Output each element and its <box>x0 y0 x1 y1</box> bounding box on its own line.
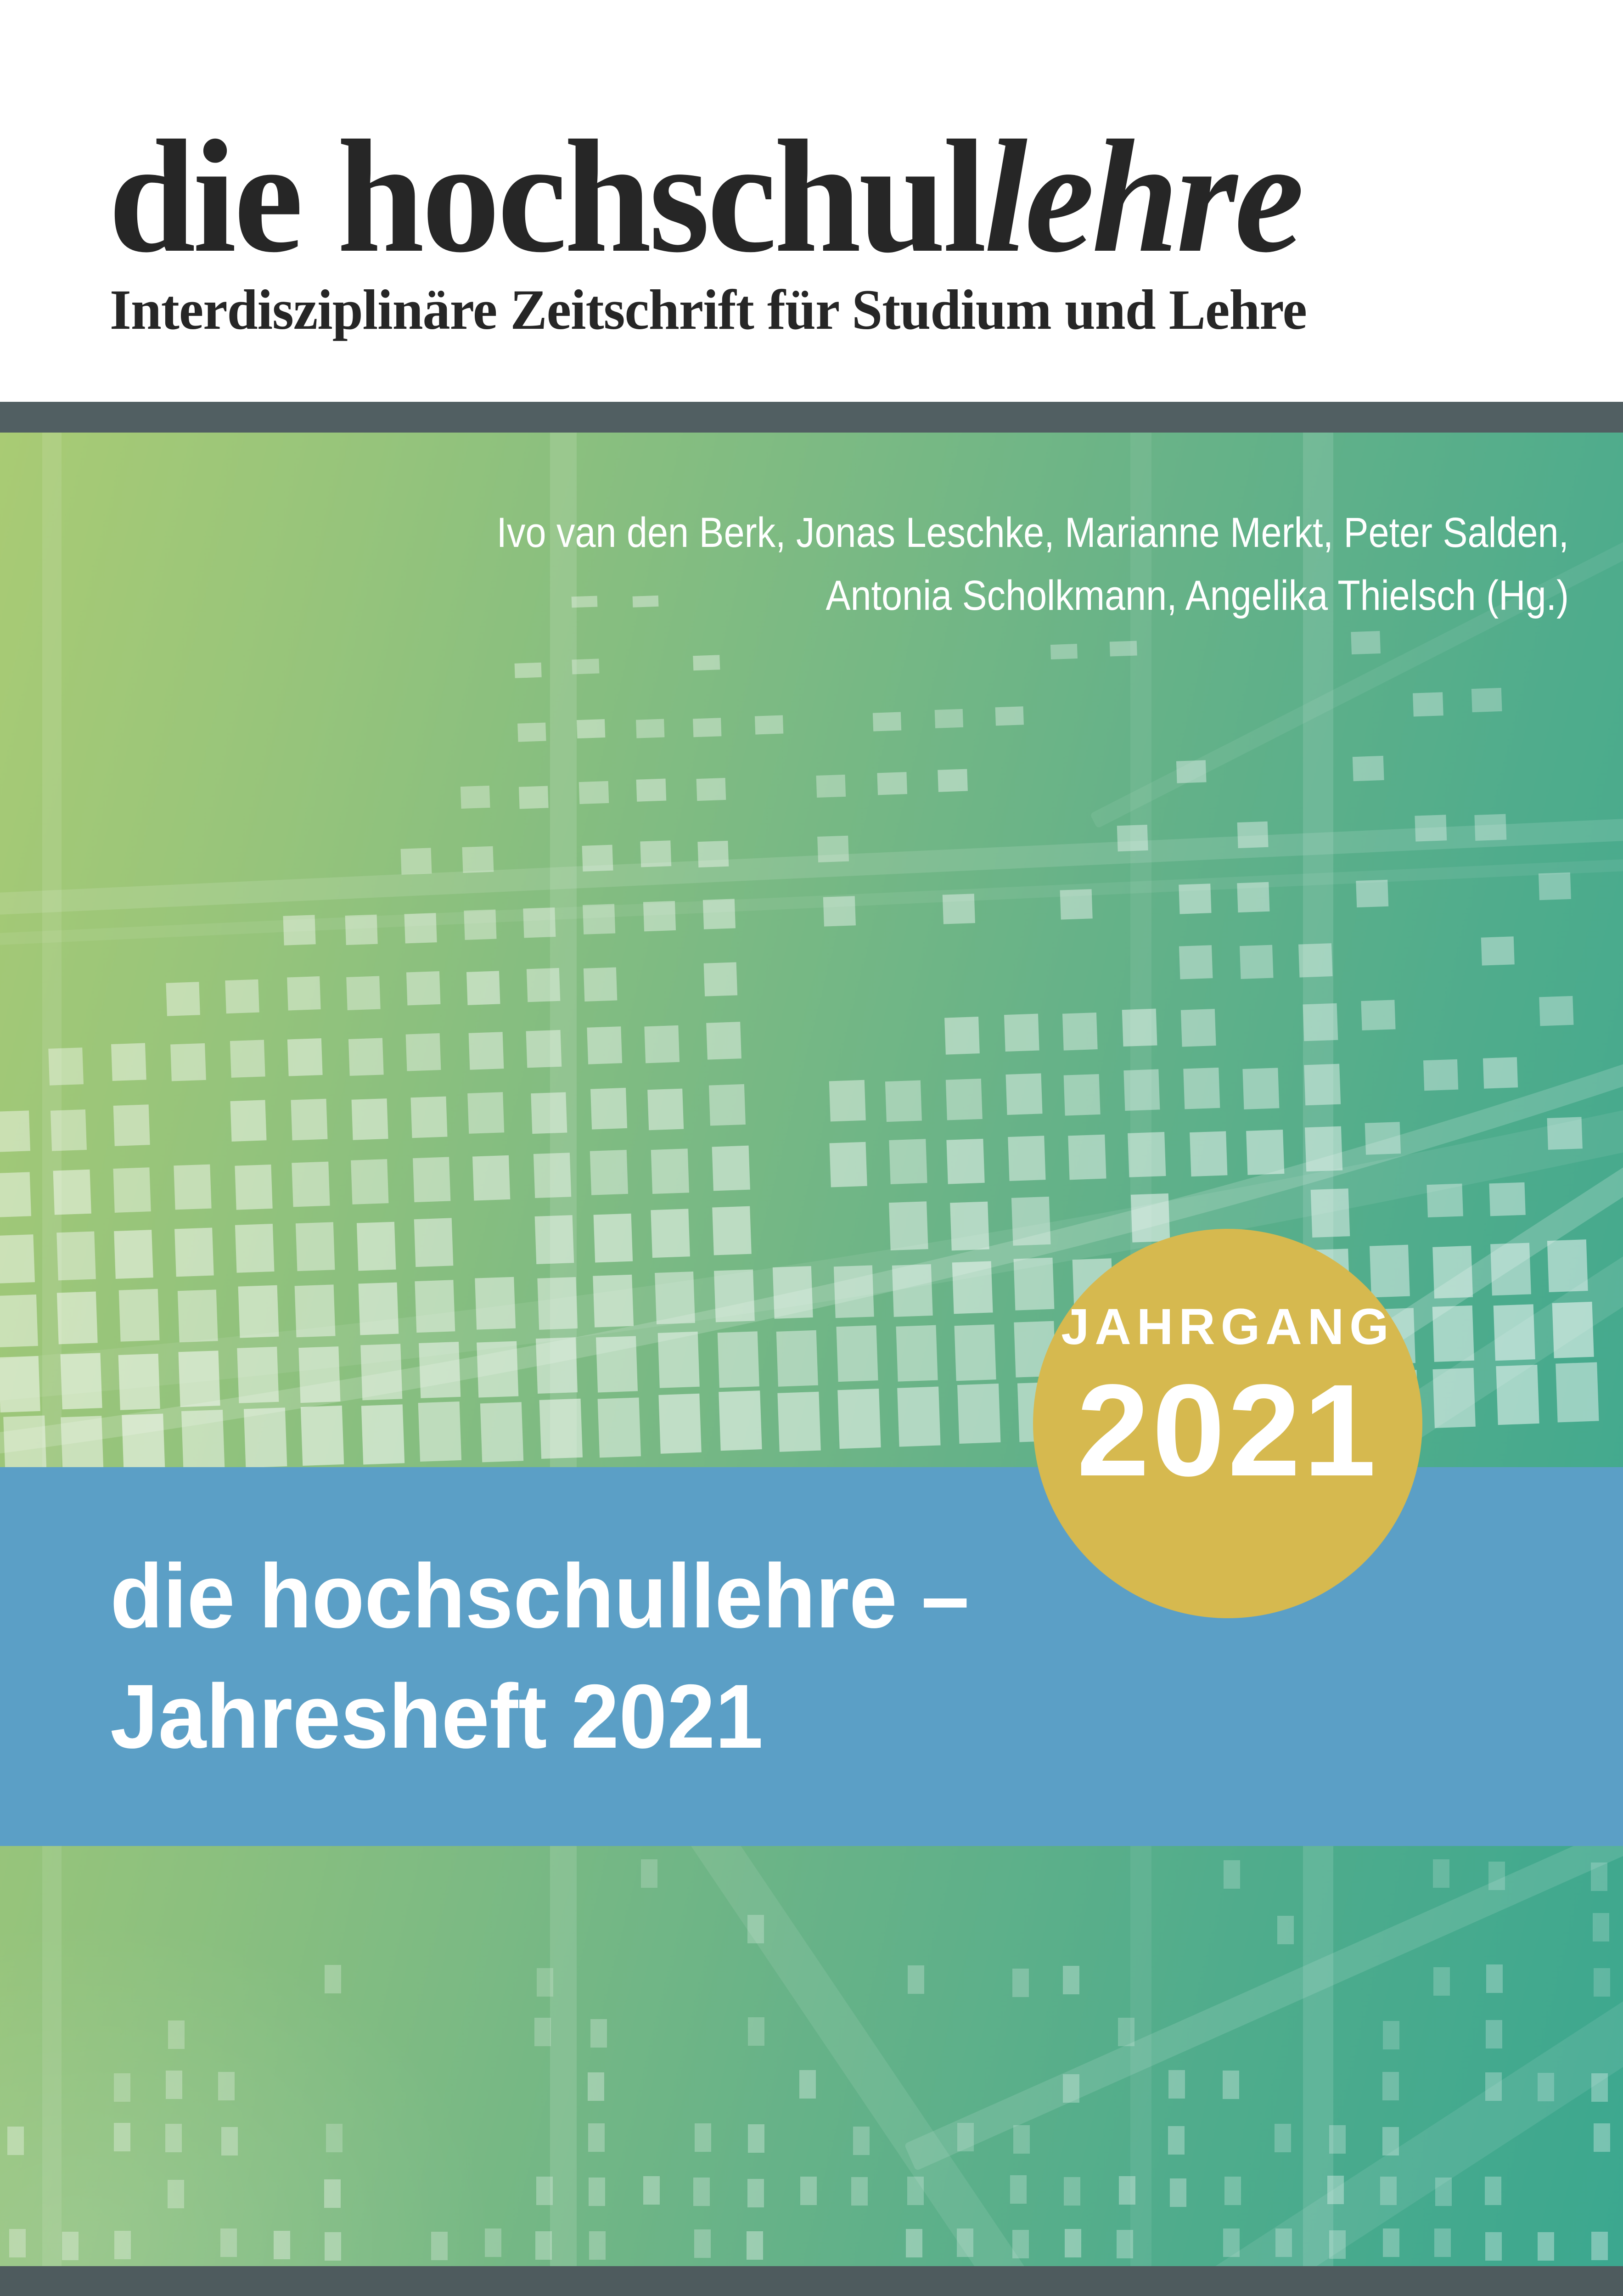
masthead: die hochschullehre Interdisziplinäre Zei… <box>0 0 1623 402</box>
jahrgang-badge: JAHRGANG 2021 <box>1033 1229 1422 1618</box>
badge-label: JAHRGANG <box>1061 1299 1394 1355</box>
journal-subtitle: Interdisziplinäre Zeitschrift für Studiu… <box>110 278 1307 341</box>
band-title-line-2: Jahresheft 2021 <box>110 1666 764 1767</box>
footer-bar <box>0 2266 1623 2296</box>
editors-line-1: Ivo van den Berk, Jonas Leschke, Mariann… <box>496 509 1569 556</box>
journal-title-main: die hochschul <box>108 107 987 286</box>
editors-line-2: Antonia Scholkmann, Angelika Thielsch (H… <box>826 572 1569 619</box>
divider-bar <box>0 402 1623 433</box>
band-title-line-1: die hochschullehre – <box>110 1545 970 1647</box>
badge-year: 2021 <box>1076 1357 1379 1503</box>
journal-title-italic: lehre <box>984 107 1304 286</box>
journal-title: die hochschullehre <box>108 116 1304 277</box>
editors-list: Ivo van den Berk, Jonas Leschke, Mariann… <box>496 501 1569 627</box>
band-title: die hochschullehre – Jahresheft 2021 <box>110 1536 969 1777</box>
